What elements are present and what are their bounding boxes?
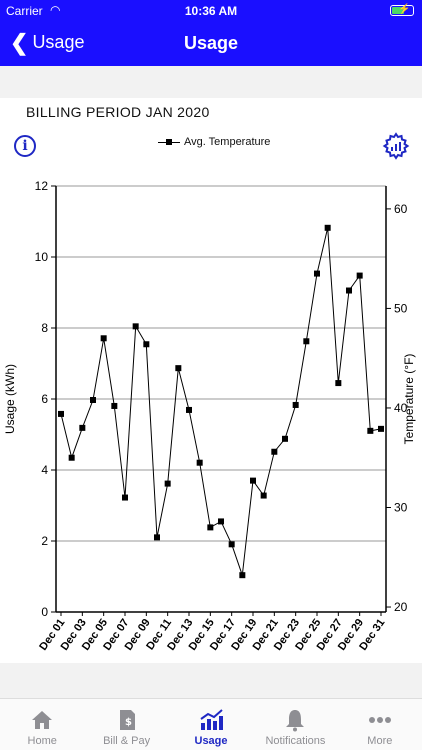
temperature-point xyxy=(132,323,139,330)
temperature-point xyxy=(239,572,246,579)
y-tick-label: 4 xyxy=(41,463,48,477)
y-tick-label: 10 xyxy=(35,250,49,264)
top-spacer xyxy=(0,66,422,98)
temperature-point xyxy=(324,224,331,231)
temperature-point xyxy=(164,480,171,487)
chevron-left-icon: ❮ xyxy=(10,29,29,55)
temperature-point xyxy=(250,477,256,484)
nav-bar: ❮ Usage Usage xyxy=(0,22,422,66)
tab-notifications[interactable]: Notifications xyxy=(253,699,337,750)
billing-period-label: BILLING PERIOD JAN 2020 xyxy=(26,104,210,120)
gear-chart-icon xyxy=(382,132,410,160)
back-label: Usage xyxy=(32,32,85,52)
info-button[interactable]: i xyxy=(14,135,36,157)
temperature-point xyxy=(186,406,192,413)
carrier-label: Carrier xyxy=(6,4,43,18)
bell-icon xyxy=(286,710,305,732)
wifi-icon: ◠ xyxy=(50,3,61,17)
temperature-point xyxy=(292,401,299,408)
temperature-point xyxy=(90,396,96,403)
y-right-tick-label: 40 xyxy=(394,401,408,415)
y-axis-label: Usage (kWh) xyxy=(3,364,17,434)
temperature-point xyxy=(282,435,288,442)
legend-marker-icon xyxy=(158,137,180,147)
temperature-point xyxy=(68,454,75,461)
tab-label: Bill & Pay xyxy=(103,735,151,747)
temperature-point xyxy=(196,459,203,466)
home-icon xyxy=(32,711,53,729)
temperature-point xyxy=(122,494,128,501)
status-time: 10:36 AM xyxy=(184,4,238,18)
temperature-point xyxy=(335,380,342,387)
tab-label: Usage xyxy=(194,735,228,747)
battery-icon: ⚡ xyxy=(390,4,414,16)
y-tick-label: 8 xyxy=(41,321,48,335)
y-tick-label: 2 xyxy=(41,534,48,548)
tab-label: Home xyxy=(27,735,57,747)
page-title: Usage xyxy=(183,33,239,53)
tab-label: Notifications xyxy=(265,735,326,747)
temperature-point xyxy=(100,335,107,342)
bottom-spacer xyxy=(0,663,422,698)
chart-legend: Avg. Temperature xyxy=(158,136,270,148)
temperature-point xyxy=(367,427,374,434)
y-right-axis-label: Temperature (°F) xyxy=(402,354,416,445)
usage-chart-icon xyxy=(200,709,224,730)
temperature-point xyxy=(314,270,320,277)
y-right-tick-label: 60 xyxy=(394,202,408,216)
tab-bar: Home $ Bill & Pay Usage Notifications Mo… xyxy=(0,698,422,750)
legend-label: Avg. Temperature xyxy=(184,136,271,148)
y-tick-label: 0 xyxy=(41,605,48,619)
temperature-point xyxy=(378,425,384,432)
svg-text:$: $ xyxy=(125,717,132,728)
usage-temperature-chart: 0 2 4 6 8 10 12 20 30 40 50 60 Usage (kWh) Temperatur… xyxy=(3,179,416,653)
tab-more[interactable]: More xyxy=(338,699,422,750)
tab-home[interactable]: Home xyxy=(0,699,84,750)
tab-label: More xyxy=(367,735,393,747)
y-tick-label: 6 xyxy=(41,392,48,406)
y-tick-label: 12 xyxy=(35,179,49,193)
y-right-tick-label: 20 xyxy=(394,600,408,614)
temperature-point xyxy=(356,272,363,279)
temperature-point xyxy=(79,424,86,431)
temperature-point xyxy=(154,534,160,541)
temperature-point xyxy=(218,518,224,525)
temperature-point xyxy=(346,287,352,294)
chart-settings-button[interactable] xyxy=(382,132,410,160)
y-right-tick-label: 30 xyxy=(394,500,408,514)
y-right-tick-label: 50 xyxy=(394,301,408,315)
temperature-point xyxy=(228,541,235,548)
tab-bill-pay[interactable]: $ Bill & Pay xyxy=(84,699,168,750)
usage-panel: BILLING PERIOD JAN 2020 i Avg. Temperatu… xyxy=(0,98,422,663)
back-button[interactable]: ❮ Usage xyxy=(10,29,85,55)
temperature-point xyxy=(143,341,150,348)
bill-icon: $ xyxy=(119,710,135,730)
more-icon xyxy=(368,717,391,723)
temperature-point xyxy=(58,410,64,417)
temperature-point xyxy=(175,365,182,372)
status-bar: Carrier ◠ 10:36 AM ⚡ xyxy=(0,0,422,22)
info-icon: i xyxy=(22,138,28,154)
temperature-point xyxy=(111,402,118,409)
tab-usage[interactable]: Usage xyxy=(169,699,253,750)
temperature-point xyxy=(207,524,214,531)
temperature-point xyxy=(303,338,310,345)
temperature-point xyxy=(260,492,267,499)
temperature-point xyxy=(271,448,278,455)
